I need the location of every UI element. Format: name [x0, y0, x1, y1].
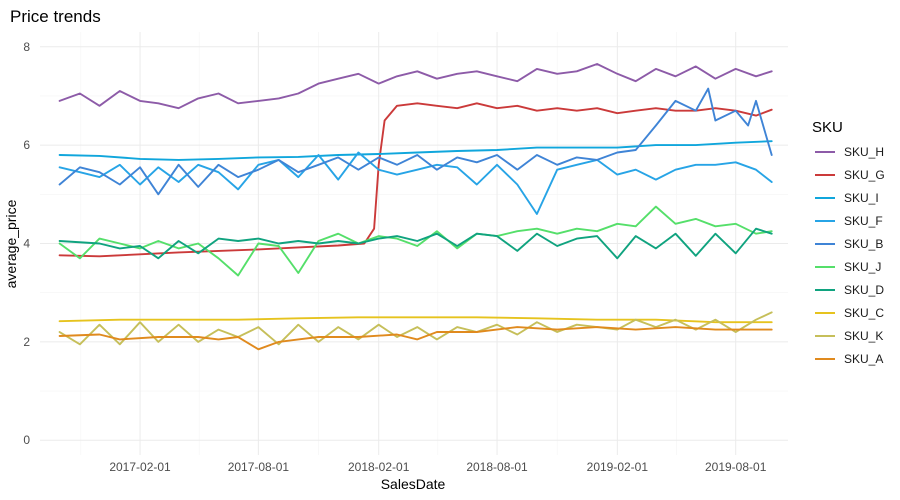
y-tick-label: 0	[23, 433, 30, 447]
legend-label: SKU_J	[844, 260, 881, 274]
x-axis-ticks: 2017-02-01 2017-08-01 2018-02-01 2018-08-01…	[109, 460, 766, 474]
legend-item-sku-b: SKU_B	[815, 237, 883, 251]
series-line-sku-d	[58, 227, 773, 260]
x-tick-label: 2018-08-01	[466, 460, 528, 474]
legend-item-sku-i: SKU_I	[815, 191, 879, 205]
y-tick-label: 2	[23, 335, 30, 349]
y-axis-ticks: 0 2 4 6 8	[23, 40, 30, 447]
series-line-sku-g	[58, 102, 773, 258]
x-tick-label: 2017-08-01	[228, 460, 290, 474]
legend: SKU SKU_H SKU_G SKU_I SKU_F SKU_B SKU_J SKU_D S…	[812, 119, 885, 366]
legend-label: SKU_A	[844, 352, 883, 366]
series-line-sku-a	[58, 326, 773, 351]
legend-item-sku-h: SKU_H	[815, 145, 884, 159]
x-tick-label: 2019-02-01	[587, 460, 649, 474]
x-tick-label: 2018-02-01	[348, 460, 410, 474]
legend-item-sku-j: SKU_J	[815, 260, 881, 274]
legend-label: SKU_D	[844, 283, 884, 297]
x-axis-title: SalesDate	[381, 476, 446, 492]
legend-label: SKU_C	[844, 306, 884, 320]
legend-label: SKU_I	[844, 191, 879, 205]
x-tick-label: 2019-08-01	[705, 460, 767, 474]
series-line-sku-h	[58, 63, 773, 110]
y-tick-label: 4	[23, 237, 30, 251]
legend-label: SKU_B	[844, 237, 883, 251]
series-line-sku-k	[58, 311, 773, 346]
series-layer	[58, 63, 773, 351]
legend-title: SKU	[812, 119, 843, 136]
y-axis-title: average_price	[3, 199, 19, 288]
legend-item-sku-c: SKU_C	[815, 306, 884, 320]
legend-label: SKU_F	[844, 214, 883, 228]
legend-item-sku-d: SKU_D	[815, 283, 884, 297]
legend-item-sku-f: SKU_F	[815, 214, 883, 228]
legend-item-sku-k: SKU_K	[815, 329, 883, 343]
legend-item-sku-g: SKU_G	[815, 168, 885, 182]
series-line-sku-b	[58, 87, 773, 196]
legend-item-sku-a: SKU_A	[815, 352, 883, 366]
series-line-sku-j	[58, 205, 773, 277]
legend-label: SKU_G	[844, 168, 885, 182]
series-line-sku-i	[58, 140, 773, 161]
y-tick-label: 6	[23, 138, 30, 152]
series-line-sku-c	[58, 316, 773, 324]
legend-label: SKU_H	[844, 145, 884, 159]
legend-label: SKU_K	[844, 329, 883, 343]
y-tick-label: 8	[23, 40, 30, 54]
x-tick-label: 2017-02-01	[109, 460, 171, 474]
series-line-sku-f	[58, 151, 773, 215]
chart-title: Price trends	[10, 7, 101, 26]
